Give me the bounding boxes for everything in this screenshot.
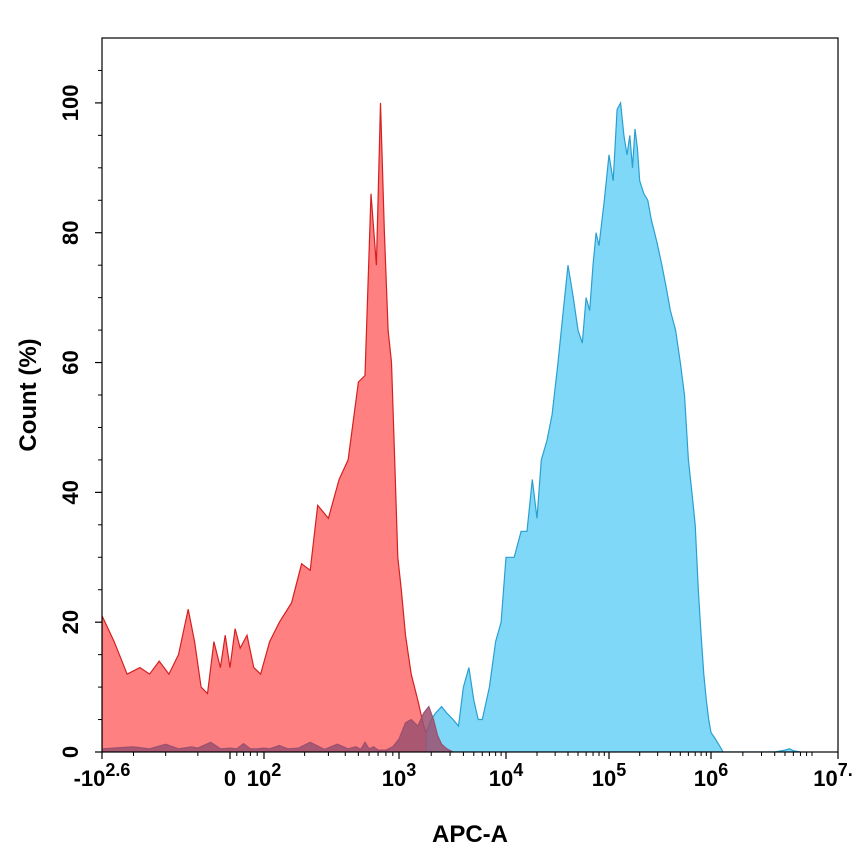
y-tick-label: 80 bbox=[58, 220, 83, 244]
x-tick-label: 107.2 bbox=[813, 760, 853, 791]
y-tick-label: 100 bbox=[58, 85, 83, 122]
series-area-1 bbox=[102, 102, 483, 752]
plot-frame bbox=[101, 37, 839, 753]
y-tick-label: 40 bbox=[58, 480, 83, 504]
y-axis-title: Count (%) bbox=[15, 338, 42, 451]
series-area-3 bbox=[102, 705, 454, 752]
y-tick-label: 20 bbox=[58, 610, 83, 634]
x-tick-label: 104 bbox=[489, 760, 524, 791]
x-tick-label: 106 bbox=[694, 760, 729, 791]
x-tick-label: 103 bbox=[382, 760, 417, 791]
x-axis-title: APC-A bbox=[432, 821, 508, 848]
y-axis: 0 20 40 60 80 100 bbox=[58, 69, 102, 758]
y-tick-label: 0 bbox=[58, 746, 83, 758]
x-tick-label: 102 bbox=[247, 760, 282, 791]
series-area-2 bbox=[425, 100, 801, 752]
x-tick-label: 0 bbox=[224, 766, 236, 791]
x-tick-label: -102.6 bbox=[74, 760, 131, 791]
y-tick-label: 60 bbox=[58, 350, 83, 374]
x-tick-label: 105 bbox=[592, 760, 627, 791]
x-axis: -102.6 0 102 103 104 105 106 107.2 bbox=[74, 752, 853, 791]
series-layer bbox=[102, 100, 801, 752]
